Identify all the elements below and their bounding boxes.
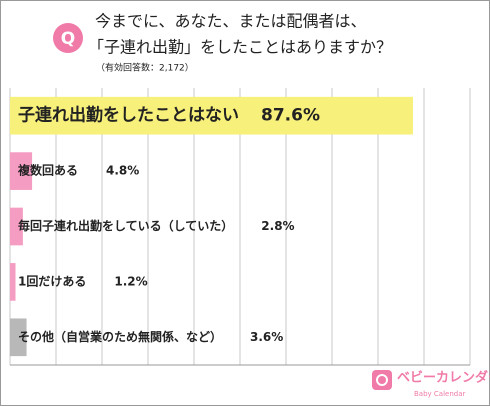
badge-circle (53, 23, 83, 53)
subtitle: （有効回答数：2,172） (96, 62, 194, 74)
title-line: 「子連れ出勤」をしたことはありますか？ (88, 38, 392, 57)
value-label: 1.2% (114, 274, 147, 288)
badge: Q (61, 29, 75, 49)
category-label: 1回だけある (18, 274, 86, 288)
category-label: その他（自営業のため無関係、など） (18, 329, 222, 344)
value-label: 4.8% (106, 164, 139, 178)
brand-name: ベビーカレンダー (397, 370, 490, 386)
value-label: 87.6% (261, 106, 320, 126)
logo: ベビーカレンダー Baby Calendar (372, 370, 490, 398)
category-label: 子連れ出勤をしたことはない (18, 105, 239, 126)
value-label: 2.8% (261, 219, 294, 233)
category-label: 複数回ある (17, 163, 78, 178)
bar (10, 152, 33, 190)
logo-icon-ring (376, 374, 388, 386)
bar (10, 207, 23, 246)
category-label: 毎回子連れ出勤をしている（していた） (18, 218, 233, 233)
title-line: 今までに、あなた、または配偶者は、 (95, 12, 367, 31)
bar (10, 318, 27, 357)
brand-tagline: Baby Calendar (414, 390, 466, 398)
value-label: 3.6% (250, 330, 283, 344)
bar (10, 96, 413, 135)
logo-icon (372, 370, 392, 390)
bar (10, 263, 16, 301)
